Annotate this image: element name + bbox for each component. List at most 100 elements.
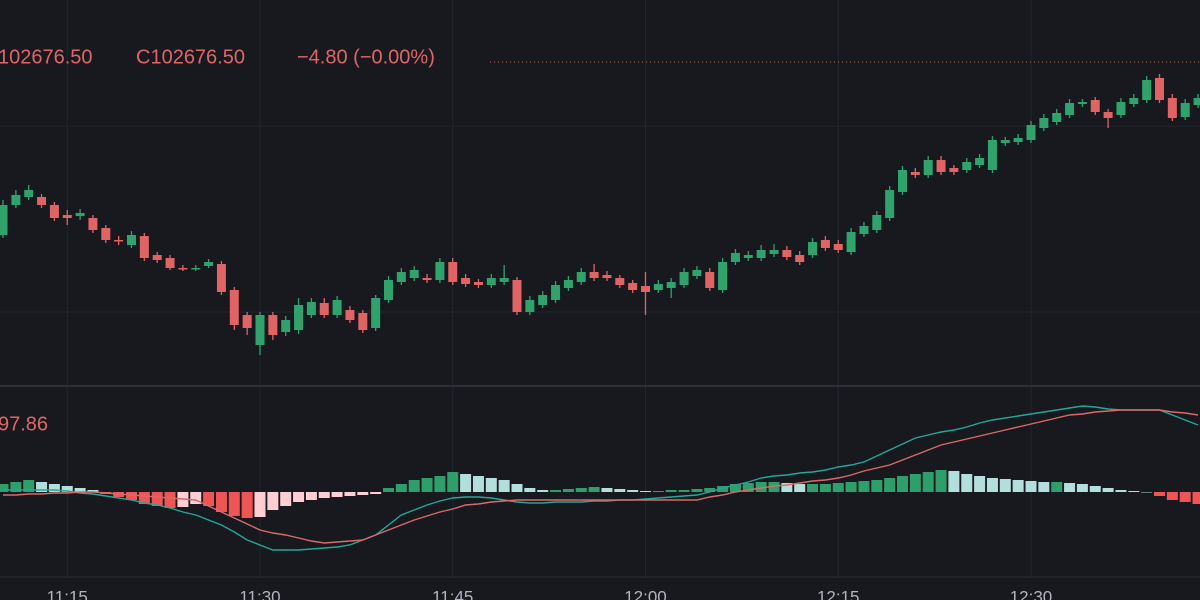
histogram-bar [164, 492, 176, 508]
candle-body [512, 280, 522, 312]
candle-body [319, 303, 329, 315]
histogram-bar [601, 488, 613, 492]
candle-body [551, 285, 561, 300]
candle-body [859, 226, 869, 234]
candle-body [1142, 80, 1152, 100]
histogram-bar [819, 484, 831, 492]
candle-body [101, 228, 111, 240]
candle-body [384, 280, 393, 300]
histogram-bar [909, 474, 921, 492]
header-close: C102676.50 [136, 46, 245, 68]
candle-body [756, 250, 766, 258]
candle-body [576, 272, 586, 282]
candle-body [718, 262, 728, 290]
candle-body [705, 272, 715, 288]
histogram-bar [126, 492, 137, 500]
candle-body [949, 168, 959, 172]
candle-body [499, 278, 509, 282]
candle-body [114, 240, 124, 242]
histogram-bar [794, 484, 806, 492]
histogram-bar [999, 479, 1011, 492]
histogram-bar [305, 492, 317, 500]
histogram-bar [10, 482, 22, 492]
histogram-bar [871, 480, 883, 492]
histogram-bar [1038, 482, 1050, 492]
histogram-bar [254, 492, 266, 517]
candle-body [975, 158, 985, 165]
histogram-bar [1051, 482, 1063, 492]
candle-body [1052, 113, 1062, 122]
candle-body [281, 320, 291, 332]
histogram-bar [1128, 491, 1140, 492]
candle-body [628, 283, 638, 290]
macd-label: 97.86 [0, 413, 48, 435]
candle-body [833, 244, 843, 250]
candle-body [795, 255, 805, 262]
candle-body [782, 250, 792, 257]
histogram-bar [357, 492, 369, 495]
candle-body [371, 298, 381, 328]
candle-body [1026, 125, 1036, 140]
candle-body [409, 270, 419, 278]
histogram-bar [1076, 484, 1088, 492]
header-change: −4.80 (−0.00%) [297, 46, 435, 68]
candle-body [1065, 103, 1075, 115]
histogram-bar [485, 478, 497, 492]
histogram-bar [665, 490, 677, 492]
candle-body [486, 278, 496, 285]
histogram-bar [293, 492, 305, 502]
histogram-bar [537, 490, 549, 492]
candle-body [1077, 102, 1087, 104]
histogram-bar [755, 482, 767, 492]
candle-body [641, 286, 650, 292]
histogram-bar [280, 492, 292, 506]
histogram-bar [318, 492, 330, 498]
candle-body [730, 253, 740, 262]
candle-body [461, 278, 471, 284]
histogram-bar [1064, 483, 1076, 492]
histogram-bar [1102, 488, 1114, 492]
histogram-bar [1089, 486, 1101, 492]
candle-body [538, 295, 548, 305]
histogram-bar [138, 492, 150, 504]
candle-body [653, 284, 663, 290]
histogram-bar [729, 484, 741, 492]
histogram-bar [1115, 490, 1127, 492]
candle-body [229, 290, 239, 325]
histogram-bar [241, 492, 253, 518]
histogram-bar [832, 483, 844, 492]
histogram-bar [1166, 492, 1178, 500]
candle-body [88, 218, 98, 230]
candle-body [936, 160, 946, 172]
histogram-bar [1141, 492, 1153, 493]
candle-body [127, 235, 136, 245]
candle-body [692, 270, 702, 276]
candle-body [294, 305, 304, 330]
candle-body [1116, 102, 1126, 115]
candle-body [11, 195, 21, 205]
candle-body [872, 215, 882, 230]
candle-body [987, 140, 997, 170]
candle-body [1000, 140, 1010, 143]
candle-body [396, 272, 406, 282]
histogram-bar [858, 481, 870, 492]
histogram-bar [1025, 481, 1037, 492]
candle-body [1155, 78, 1164, 100]
histogram-bar [383, 488, 394, 492]
histogram-bar [691, 489, 703, 492]
histogram-bar [922, 472, 934, 492]
histogram-bar [575, 488, 587, 492]
histogram-bar [472, 476, 484, 492]
histogram-bar [845, 482, 857, 492]
candle-body [769, 250, 779, 254]
histogram-bar [0, 484, 9, 492]
histogram-bar [961, 474, 973, 492]
histogram-bar [48, 484, 60, 492]
candle-body [679, 272, 689, 285]
histogram-bar [986, 478, 998, 492]
histogram-bar [1012, 480, 1024, 492]
candle-body [242, 315, 252, 328]
histogram-bar [974, 476, 986, 492]
